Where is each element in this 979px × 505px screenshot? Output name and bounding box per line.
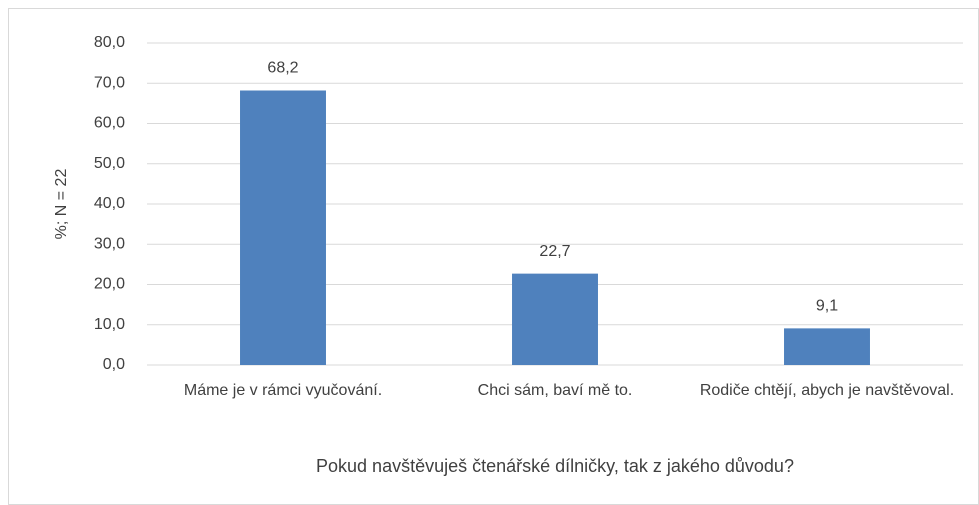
y-tick-label: 20,0 (94, 276, 125, 293)
y-axis-title: %; N = 22 (53, 169, 70, 240)
x-tick-label: Chci sám, baví mě to. (477, 382, 633, 399)
y-tick-label: 40,0 (94, 195, 125, 212)
value-label: 9,1 (816, 298, 838, 315)
y-tick-label: 10,0 (94, 316, 125, 333)
y-tick-label: 70,0 (94, 74, 125, 91)
bar (240, 90, 326, 366)
y-tick-label: 0,0 (103, 356, 125, 373)
x-tick-label: Máme je v rámci vyučování. (183, 382, 383, 399)
bar (512, 273, 598, 365)
x-axis-title: Pokud navštěvuješ čtenářské dílničky, ta… (316, 456, 794, 476)
y-tick-label: 80,0 (94, 34, 125, 51)
bar (784, 328, 870, 365)
value-label: 22,7 (539, 243, 570, 260)
y-tick-label: 30,0 (94, 235, 125, 252)
x-tick-label: Rodiče chtějí, abych je navštěvoval. (699, 382, 955, 399)
y-tick-label: 60,0 (94, 115, 125, 132)
y-tick-label: 50,0 (94, 155, 125, 172)
value-label: 68,2 (267, 60, 298, 77)
